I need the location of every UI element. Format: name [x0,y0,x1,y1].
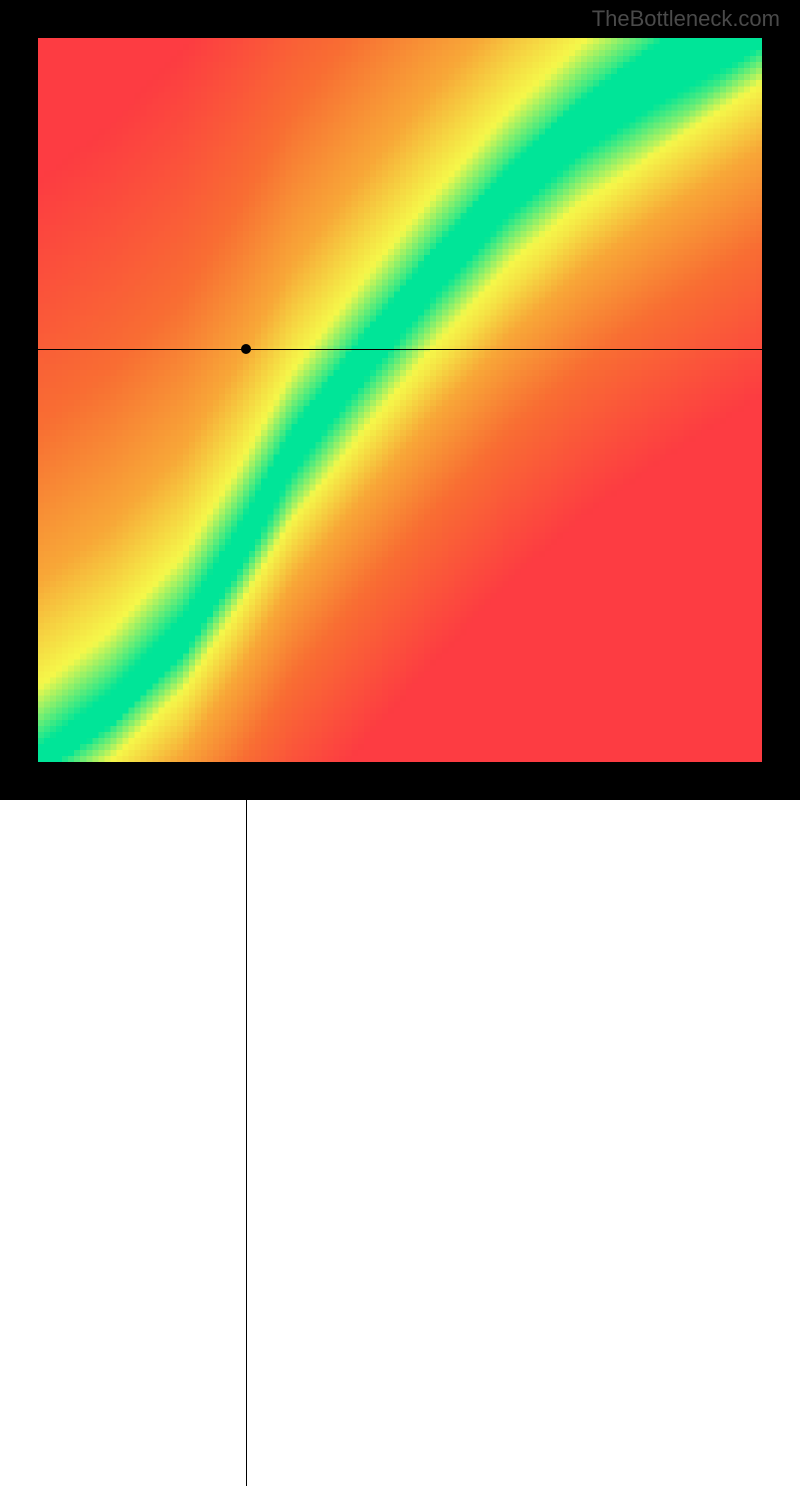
crosshair-horizontal [38,349,762,350]
plot-area [38,38,762,762]
chart-container: TheBottleneck.com [0,0,800,800]
crosshair-vertical [246,762,247,1486]
watermark-text: TheBottleneck.com [592,6,780,32]
data-point-marker [241,344,251,354]
bottleneck-heatmap [38,38,762,762]
